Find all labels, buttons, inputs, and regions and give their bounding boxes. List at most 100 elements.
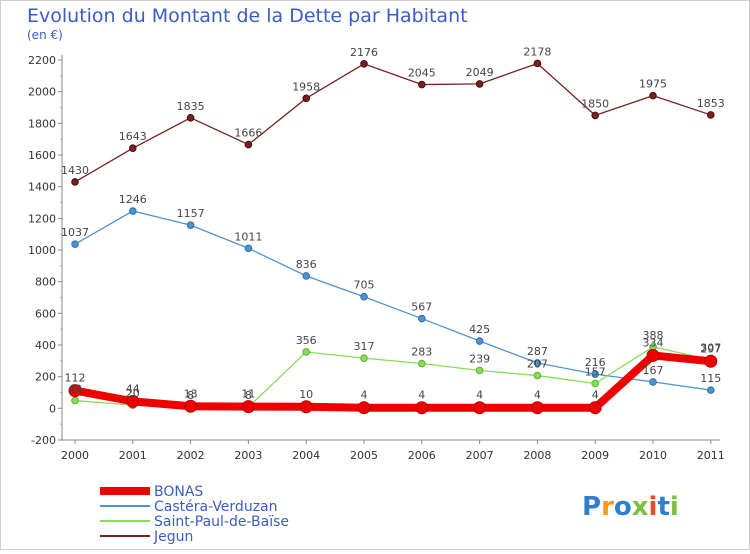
brand-logo: Proxiti <box>582 492 679 522</box>
x-tick-label: 2002 <box>177 449 205 462</box>
data-label: 8 <box>187 389 194 402</box>
data-label: 1157 <box>177 207 205 220</box>
data-point <box>475 80 484 88</box>
data-label: 425 <box>469 323 490 336</box>
data-point <box>418 80 426 89</box>
data-label: 567 <box>411 301 432 314</box>
x-tick-label: 2003 <box>234 449 262 462</box>
data-label: 4 <box>476 389 483 402</box>
data-point <box>302 94 311 103</box>
data-point <box>591 111 600 120</box>
data-label: 2049 <box>466 66 494 79</box>
data-point <box>588 401 602 415</box>
data-point <box>360 60 368 68</box>
data-point <box>591 379 600 388</box>
data-label: 1011 <box>234 230 262 243</box>
data-label: 1246 <box>119 193 147 206</box>
data-point <box>649 378 657 386</box>
data-label: 307 <box>700 342 721 355</box>
data-label: 2178 <box>523 45 551 58</box>
data-point <box>415 401 429 415</box>
data-label: 356 <box>296 334 317 347</box>
data-point <box>71 178 79 186</box>
y-tick-label: 1400 <box>28 181 56 194</box>
data-label: 1643 <box>119 130 147 143</box>
data-point <box>71 240 79 248</box>
data-point <box>241 400 255 414</box>
data-label: 2045 <box>408 67 436 80</box>
data-point <box>473 401 487 415</box>
data-point <box>475 337 484 345</box>
data-point <box>71 396 79 405</box>
data-point <box>707 386 715 394</box>
data-label: 167 <box>643 364 664 377</box>
legend-label: BONAS <box>154 484 203 500</box>
x-tick-label: 2004 <box>292 449 320 462</box>
data-label: 4 <box>361 389 368 402</box>
data-point <box>530 401 544 415</box>
legend-entry: Jegun <box>100 529 193 545</box>
series-cast-ra-verduzan <box>71 207 715 394</box>
data-point <box>126 394 140 408</box>
y-tick-label: 2000 <box>28 86 56 99</box>
x-tick-label: 2006 <box>408 449 436 462</box>
series-jegun <box>71 59 715 186</box>
data-point <box>360 292 368 301</box>
data-point <box>533 359 542 367</box>
series-bonas <box>68 348 718 415</box>
data-point <box>299 400 313 414</box>
data-label: 705 <box>354 279 375 292</box>
legend-entry: Saint-Paul-de-Baïse <box>100 514 289 530</box>
series-layer <box>68 59 718 415</box>
y-tick-label: 0 <box>49 402 56 415</box>
y-tick-label: 1200 <box>28 212 56 225</box>
data-point <box>186 221 195 229</box>
data-label: 297 <box>700 342 721 355</box>
data-point <box>302 272 311 280</box>
data-label: 1958 <box>292 80 320 93</box>
data-point <box>186 113 195 122</box>
data-point <box>533 59 542 68</box>
y-tick-label: 2200 <box>28 54 56 67</box>
x-tick-label: 2005 <box>350 449 378 462</box>
data-label: 13 <box>184 387 198 400</box>
data-point <box>68 384 82 398</box>
data-label: 287 <box>527 345 548 358</box>
data-label: 1666 <box>234 127 262 140</box>
data-point <box>244 244 253 253</box>
data-label: 10 <box>299 388 313 401</box>
data-point <box>418 314 426 323</box>
data-label: 207 <box>527 358 548 371</box>
legend-entry: Castéra-Verduzan <box>100 499 278 515</box>
brand-logo-text: Proxiti <box>582 492 679 522</box>
legend-label: Jegun <box>153 529 193 545</box>
y-tick-label: 400 <box>35 339 56 352</box>
data-label: 112 <box>65 372 86 385</box>
data-point <box>129 207 137 215</box>
x-tick-label: 2008 <box>523 449 551 462</box>
data-label: 2176 <box>350 46 378 59</box>
data-label: 317 <box>354 340 375 353</box>
x-tick-label: 2007 <box>466 449 494 462</box>
data-point <box>360 354 368 362</box>
data-point <box>129 144 137 152</box>
series-line <box>74 62 712 183</box>
legend-entry: BONAS <box>100 484 203 500</box>
data-label: 1430 <box>61 164 89 177</box>
data-point <box>475 366 484 375</box>
data-label: 4 <box>418 389 425 402</box>
data-label: 8 <box>245 389 252 402</box>
data-label: 49 <box>68 383 82 396</box>
data-point <box>704 354 718 368</box>
chart-title: Evolution du Montant de la Dette par Hab… <box>27 5 468 27</box>
data-point <box>591 370 600 378</box>
data-label: 157 <box>585 365 606 378</box>
data-point <box>184 399 198 413</box>
data-label: 4 <box>534 389 541 402</box>
y-tick-label: 800 <box>35 276 56 289</box>
data-label: 115 <box>700 372 721 385</box>
x-tick-label: 2011 <box>697 449 725 462</box>
data-point <box>302 348 311 356</box>
data-label: 4 <box>592 389 599 402</box>
